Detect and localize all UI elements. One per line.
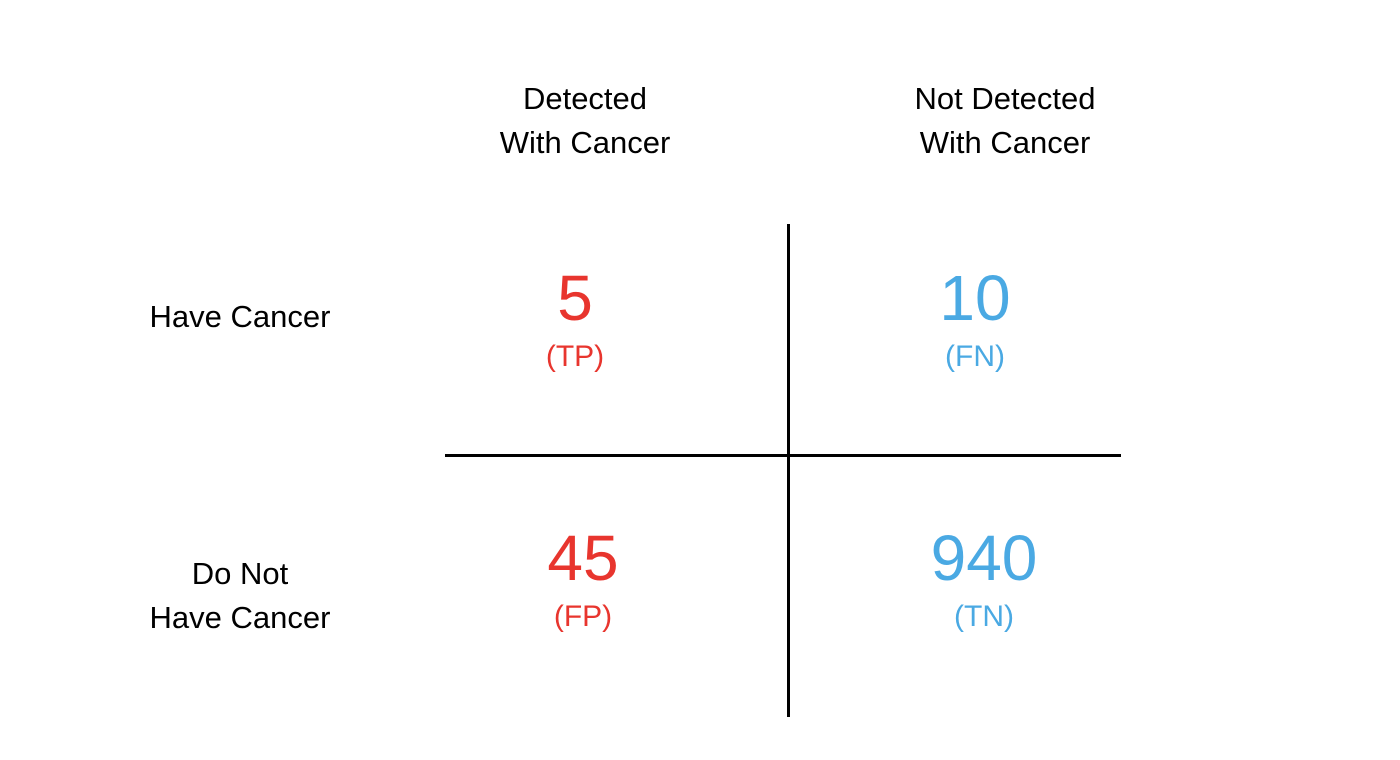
row-header-do-not-have-cancer-line2: Have Cancer [110, 596, 370, 640]
cell-false-negative: 10 (FN) [875, 263, 1075, 377]
true-positive-label: (TP) [475, 337, 675, 377]
column-header-not-detected-line2: With Cancer [870, 121, 1140, 165]
true-positive-value: 5 [475, 263, 675, 333]
row-header-have-cancer: Have Cancer [110, 295, 370, 339]
true-negative-value: 940 [884, 523, 1084, 593]
column-header-detected: Detected With Cancer [460, 77, 710, 165]
cell-true-negative: 940 (TN) [884, 523, 1084, 637]
false-positive-label: (FP) [483, 597, 683, 637]
row-header-do-not-have-cancer-line1: Do Not [110, 552, 370, 596]
column-header-not-detected-line1: Not Detected [870, 77, 1140, 121]
column-header-detected-line2: With Cancer [460, 121, 710, 165]
horizontal-divider [445, 454, 1121, 457]
vertical-divider [787, 224, 790, 717]
column-header-detected-line1: Detected [460, 77, 710, 121]
false-negative-value: 10 [875, 263, 1075, 333]
row-header-do-not-have-cancer: Do Not Have Cancer [110, 552, 370, 640]
false-negative-label: (FN) [875, 337, 1075, 377]
row-header-have-cancer-line1: Have Cancer [110, 295, 370, 339]
cell-true-positive: 5 (TP) [475, 263, 675, 377]
cell-false-positive: 45 (FP) [483, 523, 683, 637]
true-negative-label: (TN) [884, 597, 1084, 637]
column-header-not-detected: Not Detected With Cancer [870, 77, 1140, 165]
false-positive-value: 45 [483, 523, 683, 593]
